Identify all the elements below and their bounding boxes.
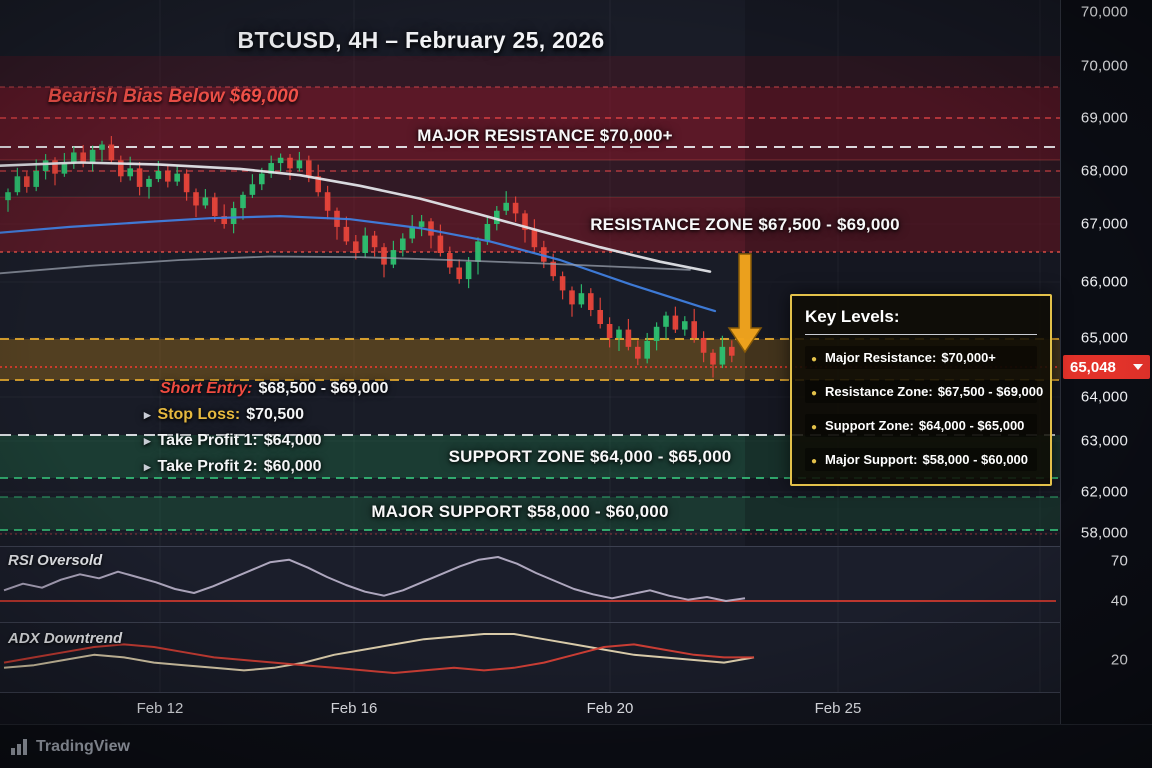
take-profit-1-line: ▸ Take Profit 1: $64,000 <box>144 428 388 454</box>
stop-loss-label: Stop Loss: <box>157 406 241 423</box>
price-axis-label[interactable]: 70 <box>1110 552 1128 570</box>
price-down-icon <box>1133 364 1143 370</box>
key-level-item: ● Resistance Zone: $67,500 - $69,000 <box>805 380 1043 403</box>
price-axis-label[interactable]: 20 <box>1110 651 1128 669</box>
time-axis-label[interactable]: Feb 12 <box>136 700 184 717</box>
key-level-label: Major Support: <box>825 452 918 467</box>
stop-loss-value: $70,500 <box>246 406 305 423</box>
support-zone-banner: SUPPORT ZONE $64,000 - $65,000 <box>448 447 732 466</box>
stop-loss-line: ▸ Stop Loss: $70,500 <box>144 402 388 428</box>
short-entry-value: $68,500 - $69,000 <box>258 380 389 397</box>
price-axis-label[interactable]: 66,000 <box>1080 273 1128 291</box>
price-axis-label[interactable]: 65,000 <box>1080 329 1128 347</box>
short-entry-label: Short Entry: <box>160 380 253 397</box>
major-support-banner: MAJOR SUPPORT $58,000 - $60,000 <box>371 502 669 521</box>
key-level-value: $64,000 - $65,000 <box>918 418 1025 433</box>
major-resistance-banner: MAJOR RESISTANCE $70,000+ <box>417 126 673 145</box>
price-axis-label[interactable]: 63,000 <box>1080 432 1128 450</box>
time-axis-label[interactable]: Feb 20 <box>586 700 634 717</box>
take-profit-2-value: $60,000 <box>263 458 322 475</box>
bias-annotation: Bearish Bias Below $69,000 <box>48 86 299 107</box>
key-level-item: ● Support Zone: $64,000 - $65,000 <box>805 414 1037 437</box>
tradingview-logo-icon <box>11 739 27 755</box>
last-price-value: 65,048 <box>1070 358 1116 376</box>
key-level-value: $67,500 - $69,000 <box>937 384 1044 399</box>
price-axis-label[interactable]: 58,000 <box>1080 524 1128 542</box>
tradingview-brand: TradingView <box>36 737 130 755</box>
price-axis-label[interactable]: 68,000 <box>1080 162 1128 180</box>
take-profit-2-label: Take Profit 2: <box>157 458 258 475</box>
price-axis-label[interactable]: 69,000 <box>1080 109 1128 127</box>
bullet-dot-icon: ● <box>811 388 818 399</box>
price-axis-label[interactable]: 70,000 <box>1080 57 1128 75</box>
take-profit-2-line: ▸ Take Profit 2: $60,000 <box>144 454 388 480</box>
bullet-dot-icon: ● <box>811 456 818 467</box>
bullet-icon: ▸ <box>144 433 151 448</box>
bullet-icon: ▸ <box>144 459 151 474</box>
adx-pane-label: ADX Downtrend <box>8 630 123 647</box>
price-axis-label[interactable]: 62,000 <box>1080 483 1128 501</box>
price-axis[interactable]: 70,000 70,000 69,000 68,000 67,000 66,000 65,0… <box>1060 0 1152 724</box>
price-axis-label[interactable]: 40 <box>1110 592 1128 610</box>
tradingview-logo[interactable]: TradingView <box>10 737 130 756</box>
key-level-value: $70,000+ <box>941 350 996 365</box>
bullet-dot-icon: ● <box>811 354 818 365</box>
take-profit-1-label: Take Profit 1: <box>157 432 258 449</box>
time-axis-label[interactable]: Feb 16 <box>330 700 378 717</box>
key-level-value: $58,000 - $60,000 <box>922 452 1029 467</box>
footer-bar: TradingView <box>0 724 1152 768</box>
resistance-zone-banner: RESISTANCE ZONE $67,500 - $69,000 <box>590 215 900 234</box>
last-price-badge[interactable]: 65,048 <box>1063 355 1150 379</box>
key-levels-title: Key Levels: <box>805 307 1037 335</box>
price-axis-label[interactable]: 64,000 <box>1080 388 1128 406</box>
key-levels-box: Key Levels: ● Major Resistance: $70,000+… <box>790 294 1052 486</box>
key-level-label: Resistance Zone: <box>825 384 933 399</box>
main-chart[interactable]: BTCUSD, 4H – February 25, 2026 Bearish B… <box>0 0 1060 692</box>
key-level-label: Major Resistance: <box>825 350 937 365</box>
key-level-item: ● Major Support: $58,000 - $60,000 <box>805 448 1037 471</box>
short-entry-line: Short Entry: $68,500 - $69,000 <box>160 376 388 402</box>
bullet-icon: ▸ <box>144 407 151 422</box>
price-axis-label[interactable]: 67,000 <box>1080 215 1128 233</box>
take-profit-1-value: $64,000 <box>263 432 322 449</box>
chart-title: BTCUSD, 4H – February 25, 2026 <box>237 27 605 53</box>
price-axis-label[interactable]: 70,000 <box>1080 3 1128 21</box>
time-axis[interactable]: Feb 12 Feb 16 Feb 20 Feb 25 <box>0 692 1060 724</box>
key-level-label: Support Zone: <box>825 418 914 433</box>
rsi-pane-label: RSI Oversold <box>8 552 103 569</box>
bullet-dot-icon: ● <box>811 422 818 433</box>
key-level-item: ● Major Resistance: $70,000+ <box>805 346 1037 369</box>
time-axis-label[interactable]: Feb 25 <box>814 700 862 717</box>
trade-plan: Short Entry: $68,500 - $69,000 ▸ Stop Loss… <box>144 376 388 480</box>
